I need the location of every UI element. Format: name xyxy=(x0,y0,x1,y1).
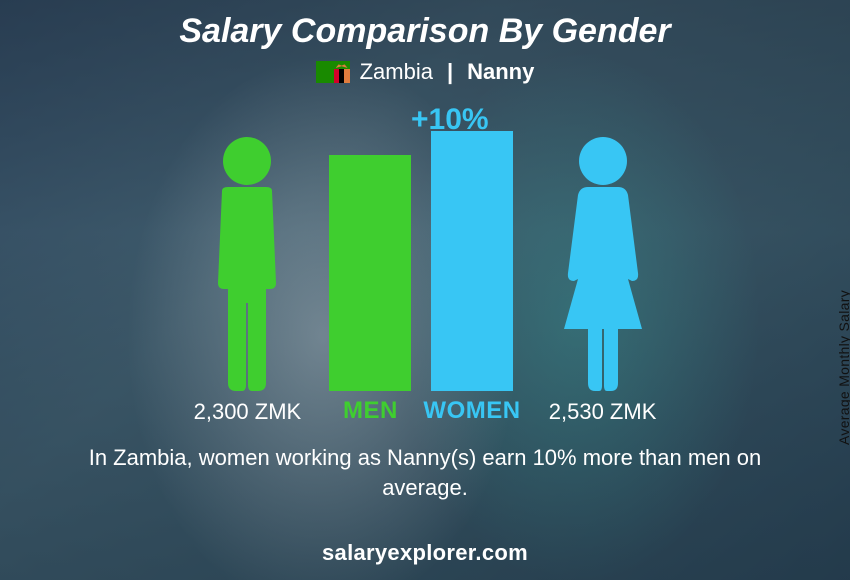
male-icon xyxy=(192,133,302,393)
women-bar-label: WOMEN xyxy=(423,397,520,425)
infographic-container: Salary Comparison By Gender Zambia | Nan… xyxy=(0,0,850,580)
country-label: Zambia xyxy=(360,59,433,85)
women-bar xyxy=(431,131,513,391)
delta-label: +10% xyxy=(411,103,489,137)
footer-source: salaryexplorer.com xyxy=(322,540,528,566)
women-salary-value: 2,530 ZMK xyxy=(549,399,657,425)
men-column: 2,300 ZMK xyxy=(177,133,317,425)
flag-stripes xyxy=(334,69,350,83)
men-bar xyxy=(329,155,411,391)
flag-stripe-orange xyxy=(344,69,349,83)
women-column: 2,530 ZMK xyxy=(533,133,673,425)
job-label: Nanny xyxy=(467,59,534,85)
chart-title: Salary Comparison By Gender xyxy=(179,12,670,51)
men-bar-label: MEN xyxy=(343,397,398,425)
female-icon xyxy=(548,133,658,393)
zambia-flag-icon xyxy=(316,61,350,83)
women-bar-column: WOMEN xyxy=(423,131,520,425)
chart-area: +10% 2,300 ZMK MEN WOMEN xyxy=(115,105,735,425)
men-salary-value: 2,300 ZMK xyxy=(194,399,302,425)
subtitle-row: Zambia | Nanny xyxy=(316,59,535,85)
y-axis-label: Average Monthly Salary xyxy=(836,290,850,445)
men-bar-column: MEN xyxy=(329,155,411,425)
separator: | xyxy=(443,59,457,85)
summary-text: In Zambia, women working as Nanny(s) ear… xyxy=(45,443,805,502)
